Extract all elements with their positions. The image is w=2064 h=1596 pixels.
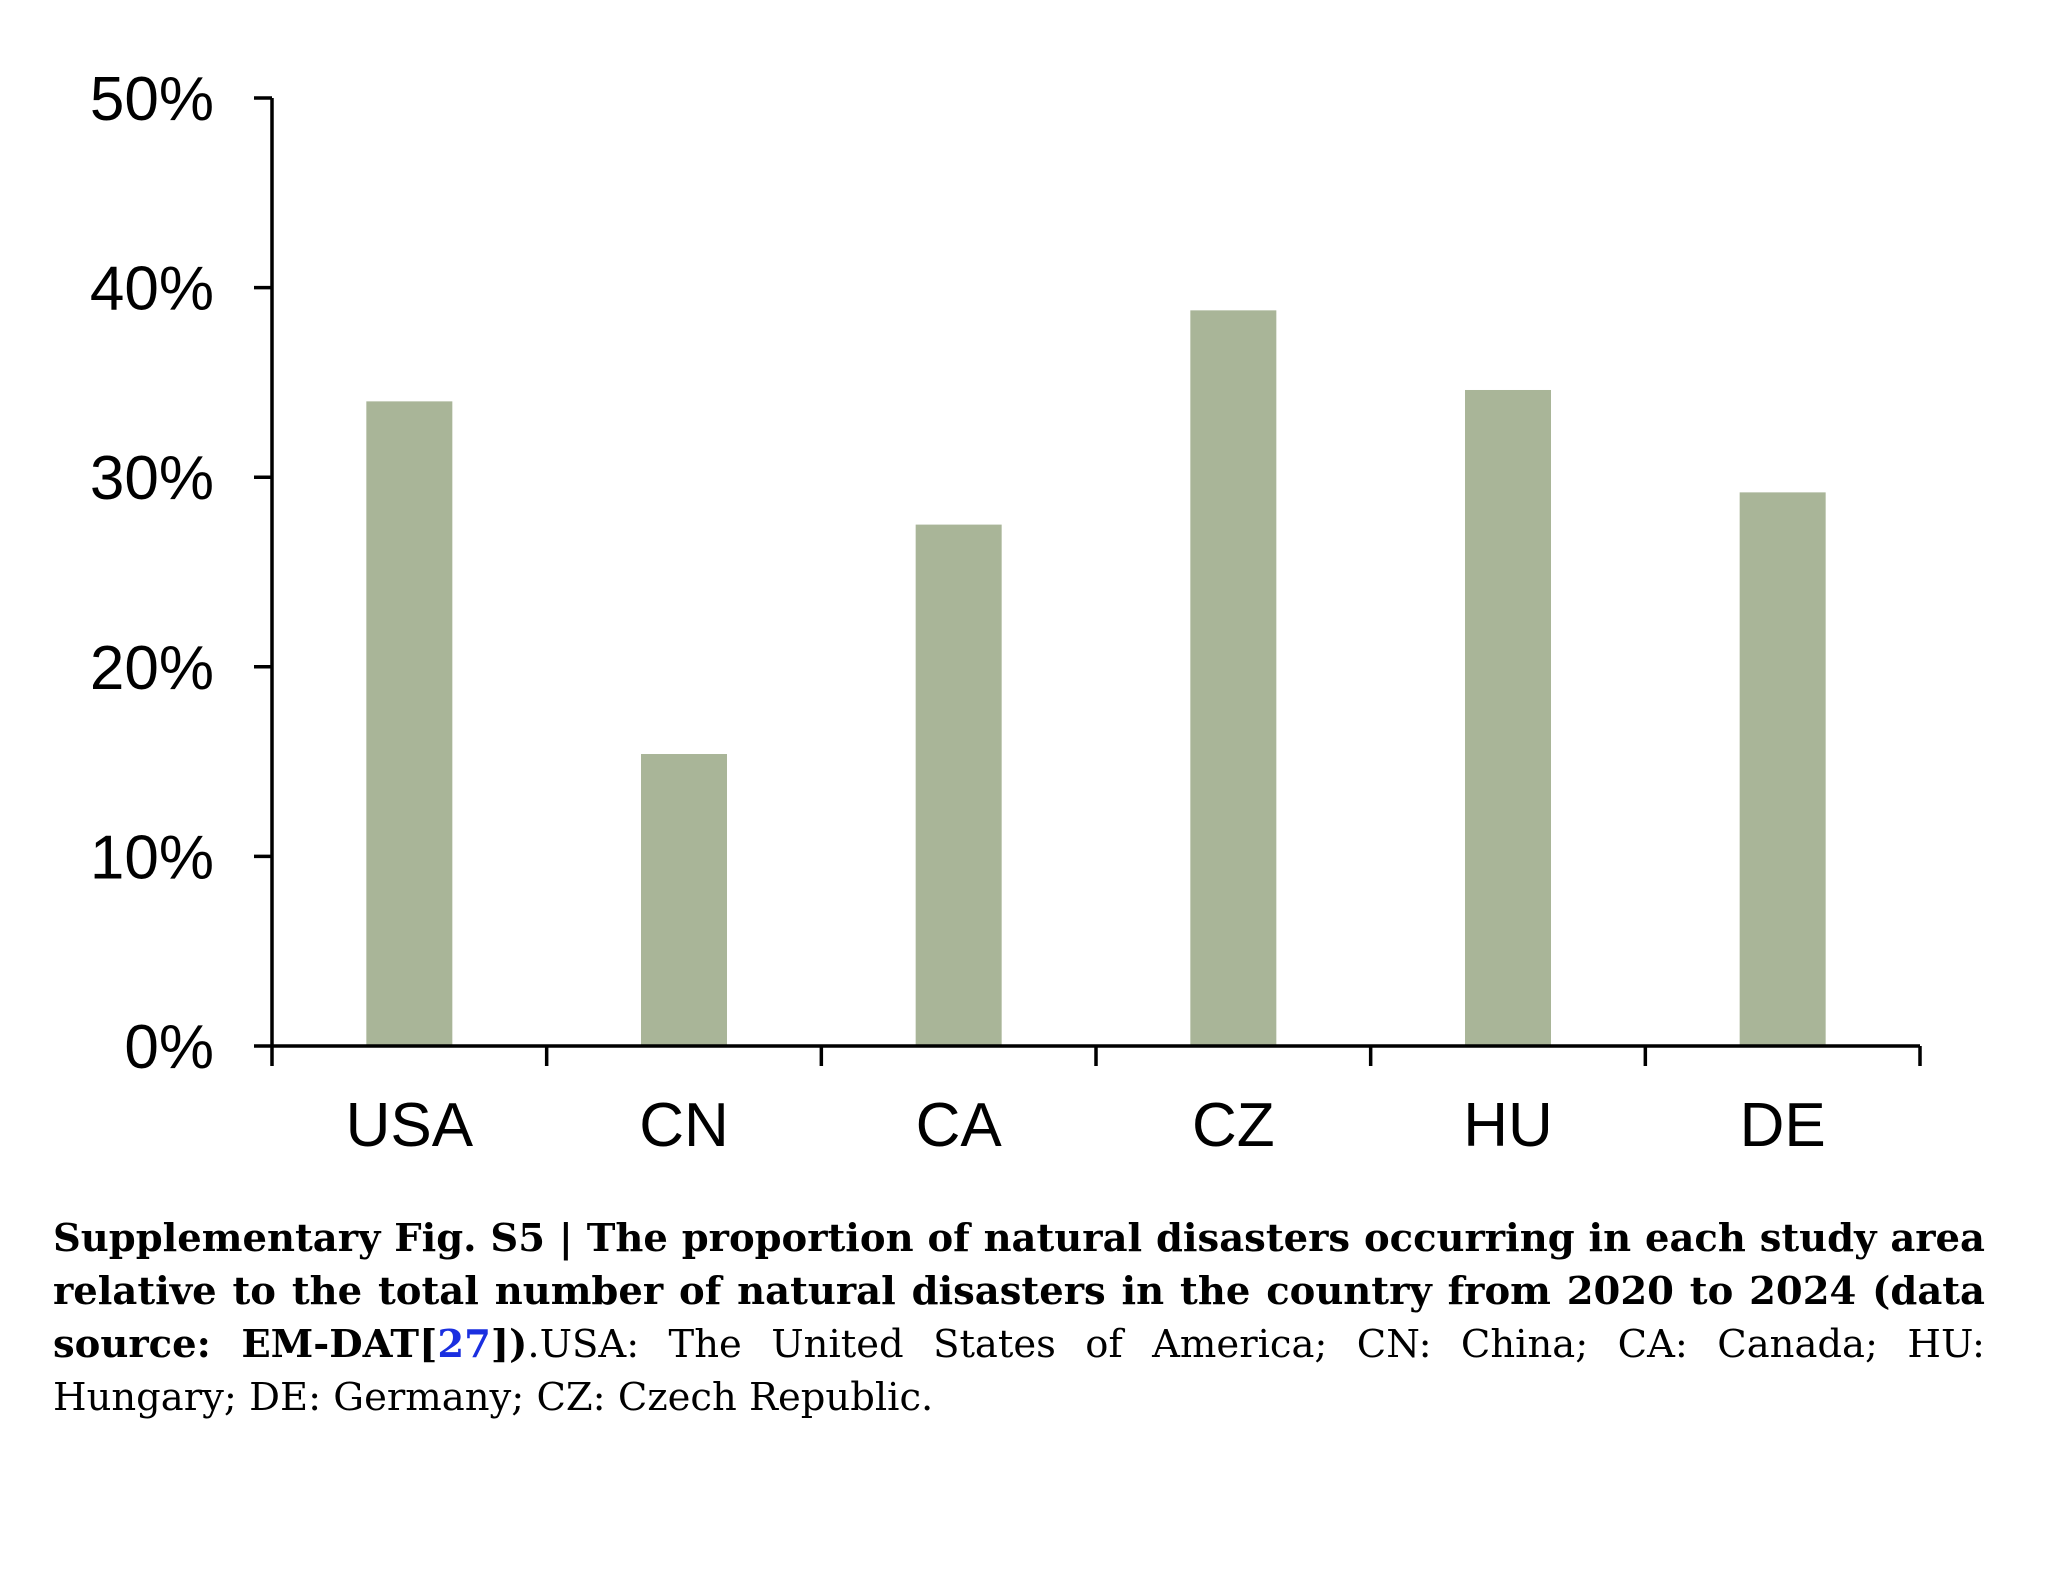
citation-link[interactable]: 27	[437, 1322, 491, 1367]
y-tick-label: 40%	[90, 255, 214, 324]
caption-title-end: ])	[490, 1322, 528, 1367]
bars-group	[366, 310, 1826, 1046]
bar-chart: 0% 10% 20% 30% 40% 50% USA CN CA CZ HU DE	[90, 65, 1922, 1160]
y-tick-label: 0%	[124, 1013, 214, 1082]
y-tick-label: 50%	[90, 65, 214, 134]
y-tick-label: 20%	[90, 634, 214, 703]
x-axis-ticks: USA CN CA CZ HU DE	[270, 1046, 1922, 1160]
x-tick-label-ca: CA	[916, 1091, 1003, 1160]
x-tick-label-cz: CZ	[1192, 1091, 1275, 1160]
y-tick-label: 30%	[90, 444, 214, 513]
bar-ca	[915, 524, 1002, 1046]
y-axis-ticks: 0% 10% 20% 30% 40% 50%	[90, 65, 272, 1082]
bar-hu	[1465, 389, 1551, 1046]
caption-title: The proportion of natural disasters occu…	[53, 1216, 1985, 1367]
bar-cz	[1190, 310, 1277, 1046]
caption-body: .USA: The United States of America; CN: …	[53, 1322, 1985, 1420]
y-tick-label: 10%	[90, 823, 214, 892]
bar-cn	[641, 754, 727, 1046]
x-tick-label-cn: CN	[639, 1091, 729, 1160]
x-tick-label-hu: HU	[1463, 1091, 1553, 1160]
caption-label: Supplementary Fig. S5	[53, 1216, 545, 1261]
caption-separator: |	[544, 1216, 587, 1261]
x-tick-label-usa: USA	[346, 1091, 474, 1160]
bar-usa	[366, 401, 453, 1046]
figure-caption: Supplementary Fig. S5 | The proportion o…	[53, 1212, 1985, 1424]
x-tick-label-de: DE	[1740, 1091, 1826, 1160]
bar-de	[1739, 492, 1826, 1046]
